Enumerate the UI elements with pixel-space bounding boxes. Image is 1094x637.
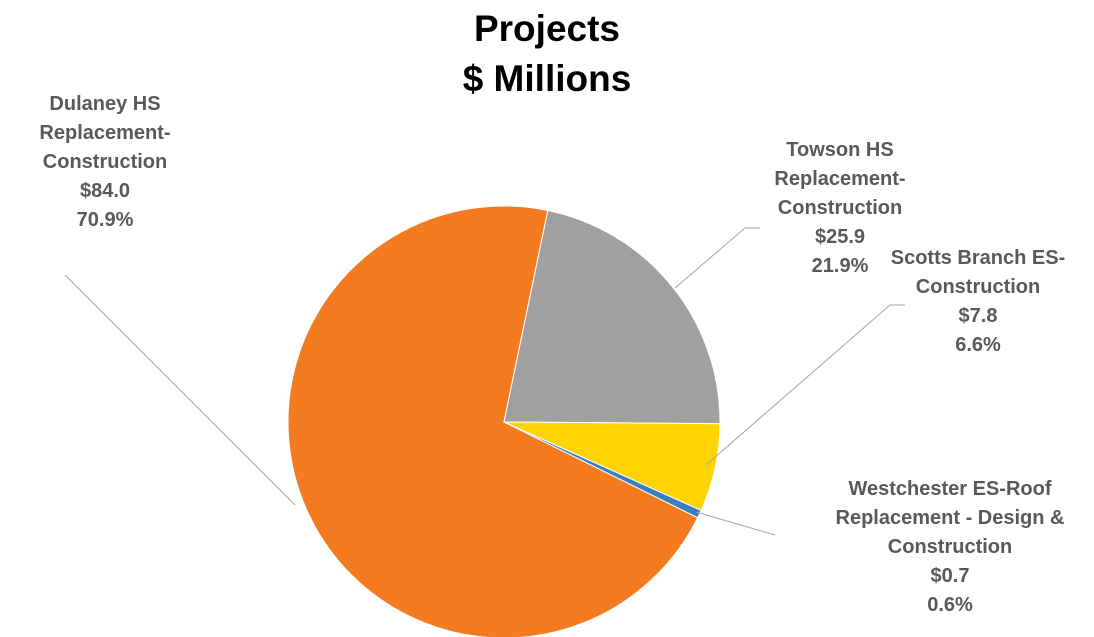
leader-line [695,511,776,536]
pie-slice [503,209,721,425]
category-label: Scotts Branch ES-Construction [890,247,1066,298]
category-label: Towson HS Replacement-Construction [774,139,906,219]
chart-title: Projects [473,8,620,49]
percent-label: 6.6% [955,334,1001,356]
percent-label: 0.6% [927,594,973,616]
leader-line [705,304,905,466]
leader-line [64,274,296,506]
percent-label: 70.9% [76,209,134,231]
chart-subtitle: $ Millions [462,58,632,99]
data-label: Dulaney HS Replacement-Construction $84.0… [30,90,180,235]
value-label: $25.9 [814,226,866,248]
leader-line [674,227,760,289]
pie-slice [287,205,699,637]
pie-slice [503,421,702,519]
data-label: Towson HS Replacement-Construction $25.9 2… [750,136,930,281]
category-label: Dulaney HS Replacement-Construction [39,93,171,173]
value-label: $0.7 [930,565,970,587]
value-label: $7.8 [958,305,998,327]
percent-label: 21.9% [811,255,869,277]
category-label: Westchester ES-Roof Replacement - Design… [835,478,1065,558]
data-label: Scotts Branch ES-Construction $7.8 6.6% [878,244,1078,360]
data-label: Westchester ES-Roof Replacement - Design… [815,475,1085,620]
value-label: $84.0 [79,180,131,202]
